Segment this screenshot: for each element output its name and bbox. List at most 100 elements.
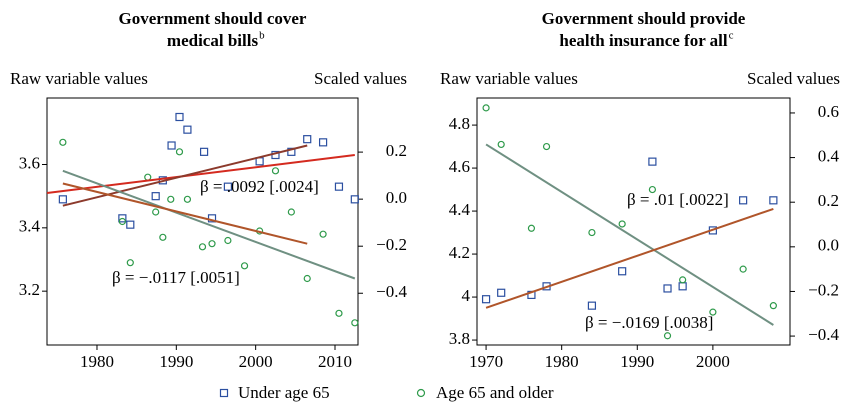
square-point — [199, 147, 209, 156]
circle-point — [126, 259, 134, 267]
fit-line — [46, 154, 355, 194]
square-point — [587, 301, 597, 310]
circle-point — [527, 224, 536, 232]
circle-point — [59, 138, 67, 146]
fit-line — [62, 169, 356, 280]
y2-tick-label: 0.6 — [818, 102, 839, 121]
square-point — [497, 288, 506, 297]
x-tick-label: 1990 — [159, 352, 193, 371]
beta-annotation: β = .01 [.0022] — [627, 190, 729, 209]
y-tick-label: 3.6 — [19, 153, 40, 172]
x-tick-label: 1980 — [545, 352, 579, 371]
circle-point — [648, 185, 657, 194]
circle-point — [118, 217, 126, 226]
circle-point — [287, 208, 295, 216]
circle-point — [208, 240, 216, 248]
x-tick-label: 1990 — [620, 352, 654, 371]
y2-axis-label: Scaled values — [747, 69, 840, 88]
circle-point — [618, 220, 626, 228]
beta-annotation: β = .0092 [.0024] — [200, 177, 319, 196]
square-point — [58, 195, 67, 204]
square-point — [223, 182, 232, 191]
y-axis-label: Raw variable values — [440, 69, 578, 88]
square-point — [255, 157, 264, 166]
legend-label: Age 65 and older — [436, 383, 554, 402]
square-point — [167, 141, 176, 150]
y-tick-label: 4 — [462, 286, 471, 305]
x-tick-label: 1980 — [80, 352, 114, 371]
y-tick-label: 4.6 — [449, 157, 470, 176]
chart-title: health insurance for all — [559, 31, 728, 50]
title-superscript: b — [259, 30, 265, 42]
y2-tick-label: 0.2 — [818, 191, 839, 210]
y2-tick-label: 0.4 — [818, 146, 840, 165]
square-point — [648, 157, 657, 166]
fit-line — [485, 143, 774, 326]
y2-tick-label: −0.2 — [376, 235, 407, 254]
chart-title: Government should cover — [119, 9, 307, 28]
square-point — [118, 214, 127, 223]
square-point — [618, 267, 627, 276]
circle-point — [152, 208, 160, 216]
circle-point — [183, 195, 192, 203]
y2-tick-label: 0.0 — [818, 236, 839, 255]
square-point — [303, 135, 312, 144]
chart-title: medical bills — [167, 31, 259, 50]
y-tick-label: 3.8 — [449, 329, 470, 348]
fit-line — [485, 207, 774, 309]
y-tick-label: 4.2 — [449, 243, 470, 262]
circle-point — [739, 265, 747, 273]
y2-tick-label: 0.0 — [386, 188, 407, 207]
circle-point — [224, 236, 232, 245]
fit-line — [62, 144, 308, 207]
y-tick-label: 4.4 — [449, 200, 471, 219]
circle-point — [588, 228, 596, 237]
square-point — [334, 182, 344, 191]
square-point — [350, 195, 359, 204]
beta-annotation: β = −.0117 [.0051] — [112, 268, 240, 287]
square-point — [678, 282, 687, 291]
circle-point — [335, 309, 343, 317]
circle-point — [198, 243, 207, 251]
square-point — [183, 125, 192, 134]
plot-frame — [476, 97, 791, 346]
square-point — [769, 196, 778, 205]
square-point — [318, 138, 328, 147]
y-tick-label: 4.8 — [449, 114, 470, 133]
square-point — [126, 220, 135, 229]
circle-point — [709, 308, 717, 316]
square-point — [481, 295, 491, 304]
circle-point — [144, 173, 152, 181]
chart-title: Government should provide — [542, 9, 746, 28]
y-tick-label: 3.4 — [19, 217, 41, 236]
circle-point — [663, 332, 672, 340]
circle-point — [167, 195, 175, 203]
circle-point — [482, 104, 490, 112]
y-axis-label: Raw variable values — [10, 69, 148, 88]
circle-point — [303, 274, 311, 283]
x-tick-label: 2000 — [239, 352, 273, 371]
circle-point — [497, 140, 505, 149]
circle-point — [351, 319, 359, 327]
title-superscript: c — [729, 30, 734, 42]
circle-point — [240, 262, 249, 270]
circle-point — [319, 230, 327, 238]
square-point — [207, 214, 217, 223]
square-point — [151, 192, 160, 201]
y2-axis-label: Scaled values — [314, 69, 407, 88]
circle-point — [542, 142, 551, 151]
legend-label: Under age 65 — [238, 383, 330, 402]
circle-point — [769, 302, 777, 310]
x-tick-label: 2010 — [318, 352, 352, 371]
y2-tick-label: −0.4 — [376, 282, 407, 301]
circle-point — [271, 167, 280, 175]
fit-line — [62, 182, 308, 245]
legend-square — [219, 388, 229, 398]
y-tick-label: 3.2 — [19, 280, 40, 299]
plot-frame — [46, 97, 359, 346]
square-point — [739, 196, 748, 205]
y2-tick-label: 0.2 — [386, 141, 407, 160]
x-tick-label: 1970 — [469, 352, 503, 371]
